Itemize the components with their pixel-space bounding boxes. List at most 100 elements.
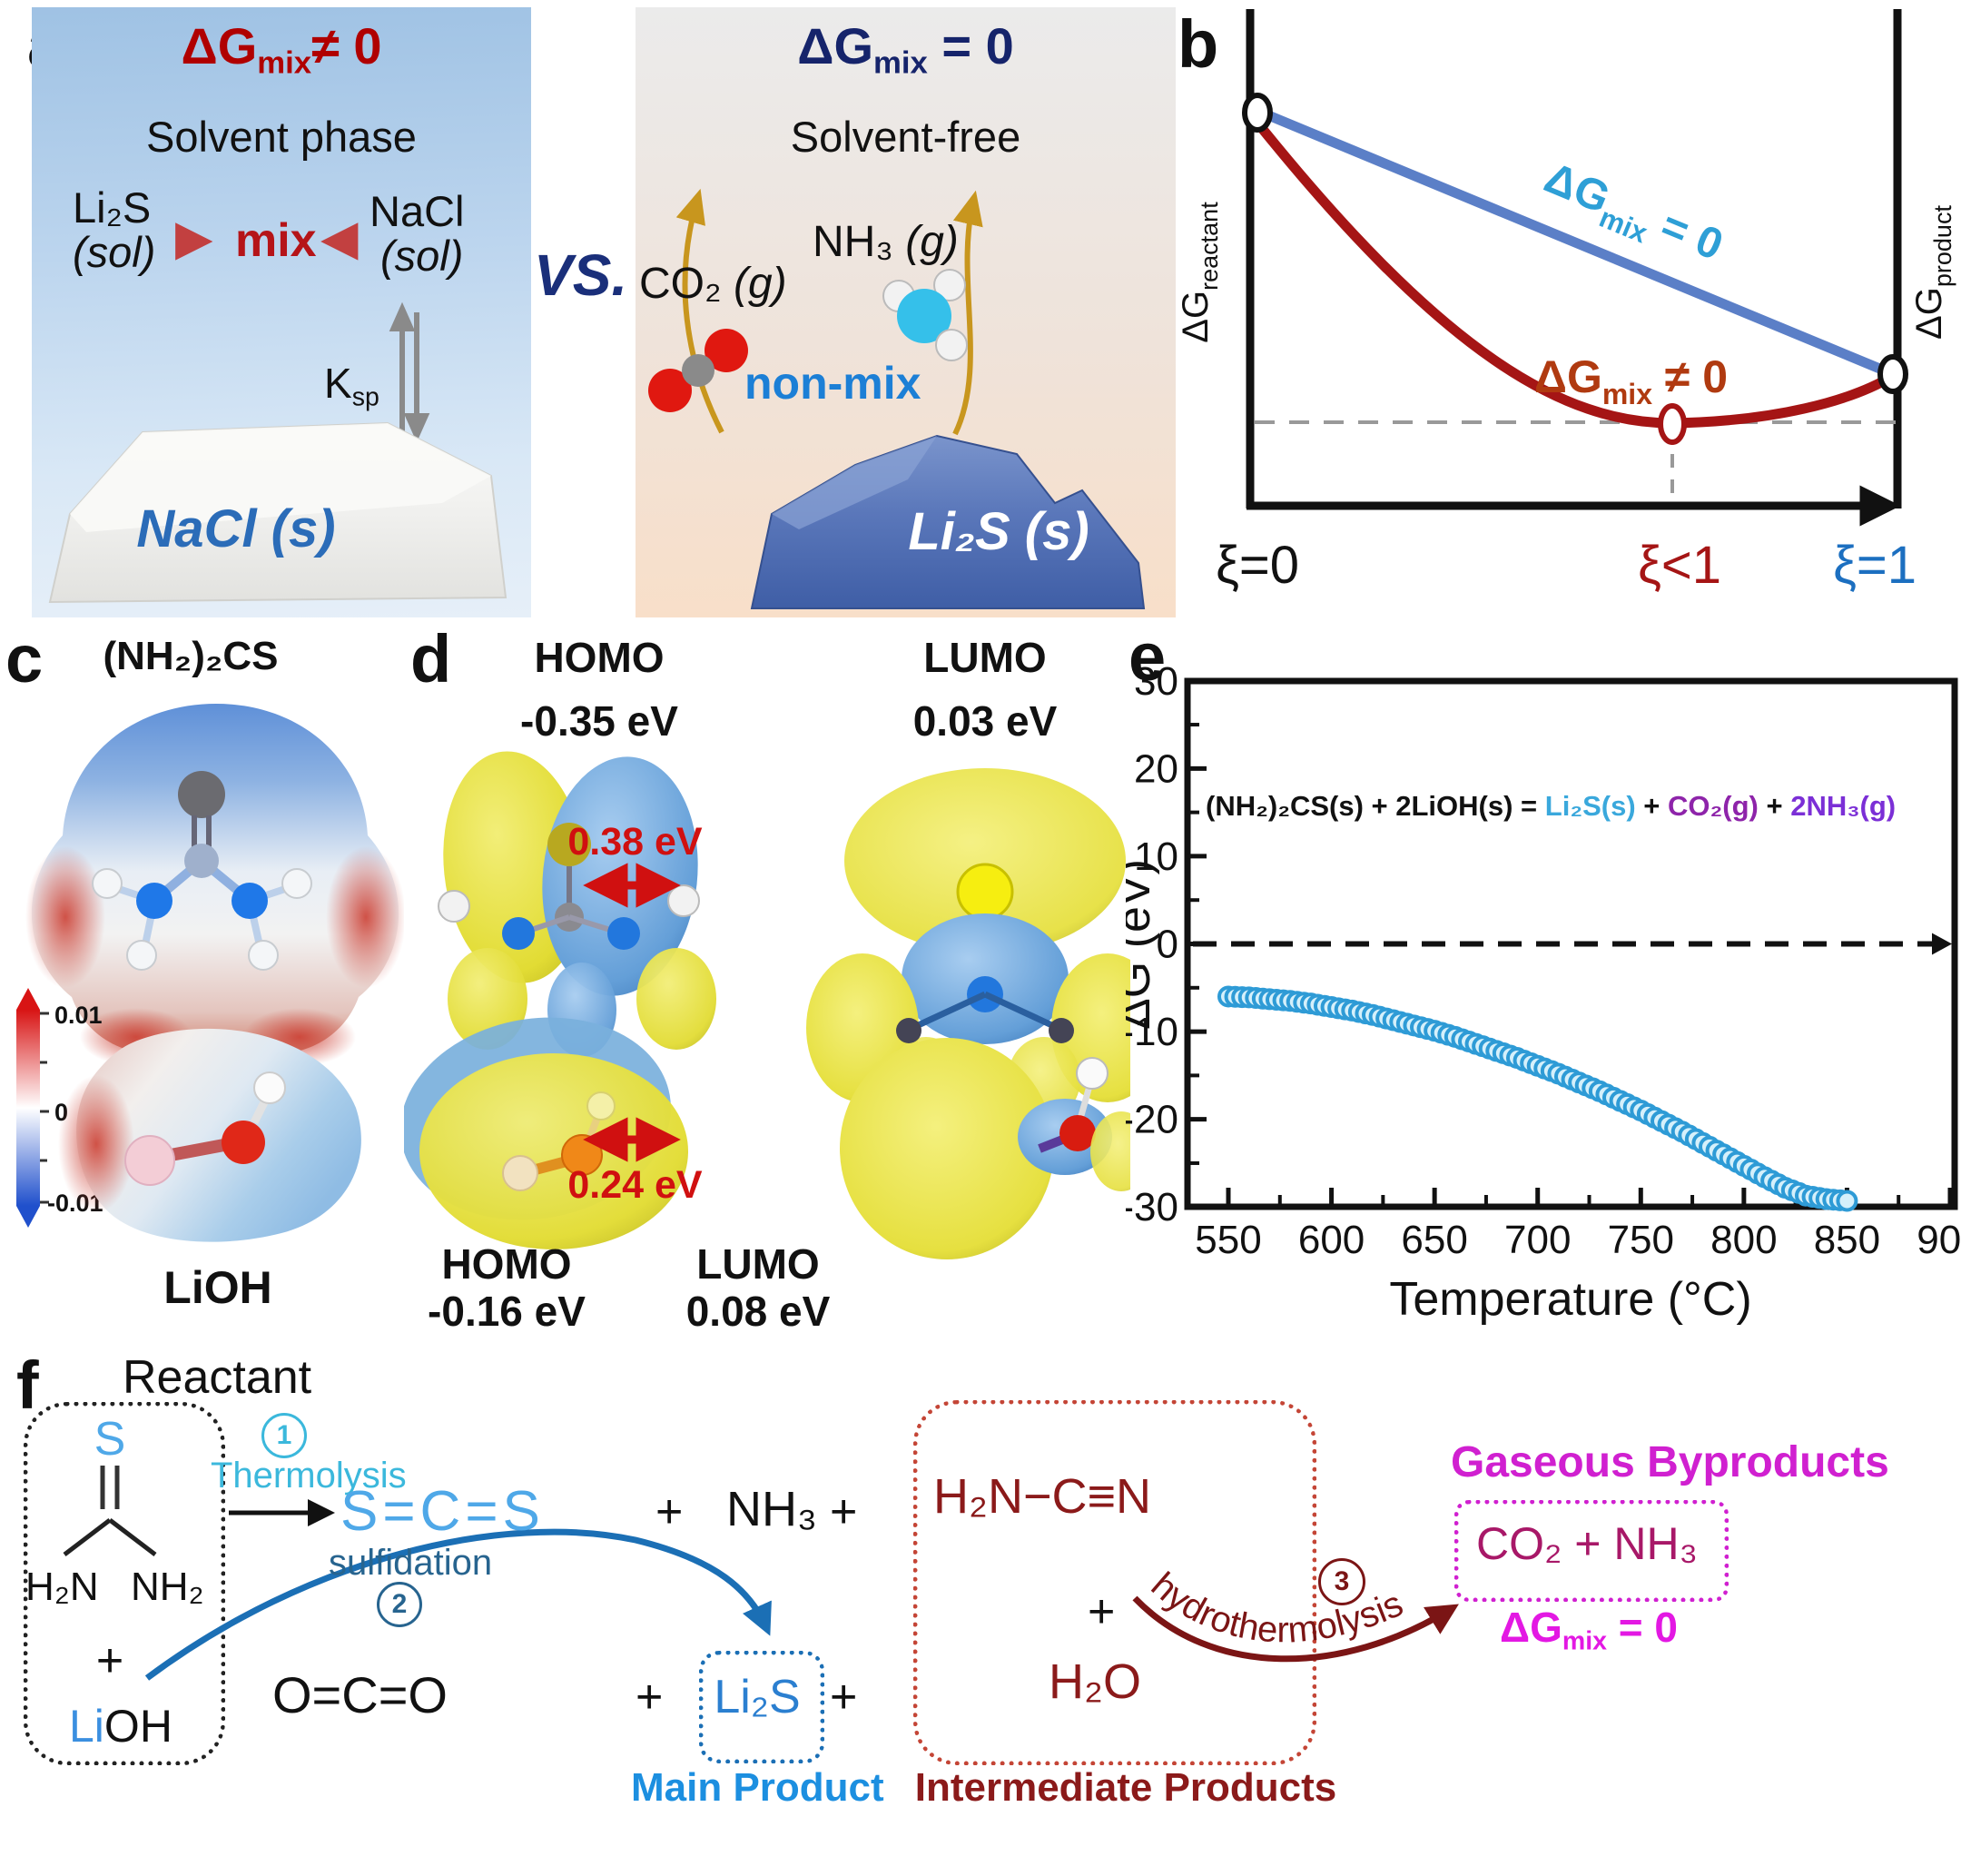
d-top-lumo-title: LUMO (923, 634, 1047, 681)
thiourea-homo-orbital (438, 751, 716, 1057)
step-3-badge: 3 (1318, 1558, 1365, 1605)
ksp-equilibrium-arrows-icon (389, 301, 430, 443)
lioh-esp-surface (58, 1028, 361, 1242)
step-2-badge: 2 (377, 1582, 422, 1627)
thiourea-formula-label: (NH₂)₂CS (103, 634, 279, 678)
panel-f-scheme: f Reactant S H₂N NH₂ + LiOH (0, 1344, 1961, 1876)
hydrothermolysis-arrow (1132, 1595, 1459, 1663)
b-ylabel-reactant: ΔGreactant (1176, 202, 1223, 343)
solvent-free-subtitle: Solvent-free (790, 113, 1021, 161)
step-1-badge: 1 (261, 1413, 307, 1458)
panel-c-label: c (5, 621, 44, 696)
thiourea-n-atom (136, 883, 172, 919)
b-ylabel-product: ΔGproduct (1909, 205, 1956, 340)
dgmix-neq0-title: ΔGmix≠ 0 (181, 17, 382, 81)
svg-text:850: 850 (1814, 1218, 1880, 1262)
plus-sign: + (655, 1486, 684, 1538)
panel-f-label: f (16, 1348, 39, 1423)
water-label: H₂O (1049, 1654, 1141, 1709)
svg-text:-10: -10 (1126, 1010, 1178, 1054)
b-mix0-line (1252, 105, 1898, 380)
non-mix-label: non-mix (744, 358, 921, 409)
svg-text:NH₂: NH₂ (131, 1565, 204, 1609)
d-top-homo-energy: -0.35 eV (520, 697, 678, 745)
b-xi1-tick: ξ=1 (1833, 536, 1917, 595)
b-mixneq0-curve (1252, 117, 1898, 429)
panel-a-solvent-phase: ΔGmix≠ 0 Solvent phase Li₂S (sol) ▶ mix … (32, 7, 531, 617)
plus-sign: + (830, 1486, 858, 1538)
d-bottom-gap-label: 0.24 eV (567, 1163, 703, 1207)
svg-text:S: S (94, 1413, 126, 1466)
panel-a-left-graphics (48, 301, 507, 604)
byproducts-dgmix-label: ΔGmix = 0 (1500, 1604, 1678, 1656)
sulfidation-label: sulfidation (329, 1543, 493, 1583)
b-xilt1-tick: ξ<1 (1638, 536, 1721, 595)
vs-label: VS. (534, 242, 628, 308)
co2-molecule-icon (648, 329, 748, 412)
gaseous-byproducts-title: Gaseous Byproducts (1451, 1438, 1889, 1486)
d-bottom-homo-title: HOMO (441, 1240, 572, 1288)
lioh-formula-label: LiOH (163, 1262, 272, 1313)
panel-d-label: d (410, 621, 452, 696)
e-data-series (1217, 985, 1858, 1212)
nh3-product-label: NH₃ (726, 1482, 817, 1536)
svg-text:0: 0 (1157, 923, 1178, 967)
plus-sign: + (830, 1671, 858, 1723)
reactant-box (24, 1402, 225, 1765)
svg-text:-30: -30 (1126, 1185, 1178, 1229)
svg-text:-20: -20 (1126, 1098, 1178, 1142)
lioh-lumo-orbital (840, 1038, 1130, 1259)
nacl-sol-label: NaCl (sol) (370, 187, 465, 281)
svg-text:750: 750 (1608, 1218, 1674, 1262)
gas-release-arrow-left (675, 188, 724, 434)
b-xi0-tick: ξ=0 (1216, 536, 1299, 595)
panel-b-plot: ΔGreactant ΔGproduct ΔGmix = 0 ΔGmix ≠ 0… (1176, 9, 1956, 595)
mix-label: mix (235, 214, 317, 267)
thiourea-esp-surface (25, 704, 404, 1066)
d-bottom-lumo-title: LUMO (696, 1240, 820, 1288)
e-xlabel: Temperature (°C) (1389, 1273, 1751, 1326)
main-product-caption: Main Product (631, 1765, 884, 1810)
panel-a-solvent-free: ΔGmix = 0 Solvent-free NH₃ (g) CO₂ (g) n… (636, 7, 1176, 617)
reactant-title: Reactant (123, 1351, 312, 1404)
b-mix0-label: ΔGmix = 0 (1534, 153, 1729, 277)
solvent-phase-subtitle: Solvent phase (146, 113, 417, 161)
panel-a-right-graphics (648, 188, 1146, 609)
panel-b-label: b (1178, 6, 1219, 82)
svg-text:600: 600 (1298, 1218, 1365, 1262)
svg-text:900: 900 (1917, 1218, 1961, 1262)
byproducts-box (1454, 1500, 1729, 1602)
panel-c-graphics: 0.01 0 -0.01 (16, 704, 404, 1242)
dgmix-eq0-title: ΔGmix = 0 (797, 17, 1014, 81)
svg-text:30: 30 (1134, 659, 1178, 704)
nh3-molecule-icon (882, 269, 968, 361)
svg-text:550: 550 (1195, 1218, 1261, 1262)
svg-text:700: 700 (1504, 1218, 1571, 1262)
e-ylabel: ΔG (eV) (1126, 859, 1160, 1030)
plus-sign: + (1088, 1585, 1116, 1638)
li2s-crystal (750, 434, 1146, 609)
svg-text:800: 800 (1710, 1218, 1777, 1262)
svg-text:20: 20 (1134, 746, 1178, 791)
lioh-homo-orbital (404, 1017, 688, 1249)
panel-e-label: e (1128, 619, 1167, 695)
b-mixneq0-label: ΔGmix ≠ 0 (1534, 351, 1728, 410)
li2s-product-label: Li₂S (714, 1671, 801, 1723)
e-axis-ticks: 550 600 650 700 750 800 850 900 30 20 10 0 -10 -20 -30 (1126, 659, 1961, 1262)
b-reactant-point (1242, 93, 1273, 133)
svg-text:H₂N: H₂N (25, 1565, 99, 1609)
thiourea-structure: S H₂N NH₂ + LiOH (25, 1413, 204, 1752)
plus-sign: + (636, 1671, 664, 1723)
mix-arrow-right-icon: ▶ (175, 211, 213, 265)
e-reaction-equation: (NH₂)₂CS(s) + 2LiOH(s) = Li₂S(s) + CO₂(g… (1206, 790, 1896, 822)
co2-gas-label: CO₂ (g) (639, 260, 787, 308)
panel-e-plot: (NH₂)₂CS(s) + 2LiOH(s) = Li₂S(s) + CO₂(g… (1126, 659, 1961, 1326)
b-product-point (1877, 354, 1908, 394)
nacl-crystal (48, 421, 507, 604)
d-bottom-homo-energy: -0.16 eV (428, 1288, 586, 1335)
ksp-label: Ksp (324, 360, 379, 412)
li2s-sol-label: Li₂S (sol) (73, 183, 156, 277)
gas-release-arrow-right (952, 190, 983, 436)
svg-text:650: 650 (1401, 1218, 1467, 1262)
